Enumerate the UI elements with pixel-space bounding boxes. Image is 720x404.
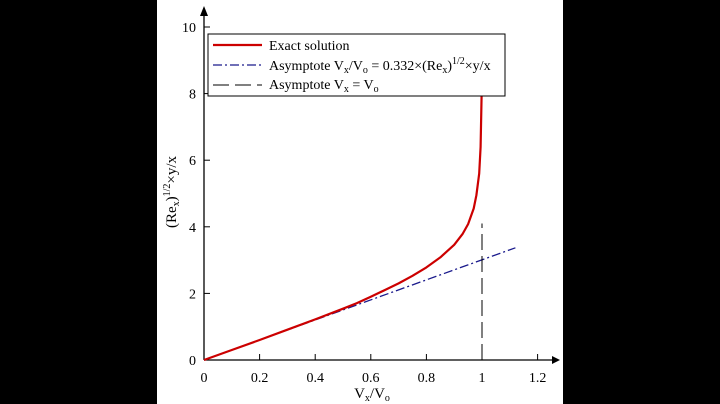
x-tick-label: 0.6 xyxy=(362,371,380,386)
y-tick-label: 6 xyxy=(189,154,196,169)
legend-label-exact: Exact solution xyxy=(269,39,350,54)
x-axis-label: Vx/Vo xyxy=(354,386,390,404)
series-layer xyxy=(203,90,516,362)
y-tick-label: 4 xyxy=(189,221,196,236)
legend: Exact solution Asymptote Vx/Vo = 0.332×(… xyxy=(207,33,506,97)
y-tick-label: 0 xyxy=(189,354,196,369)
x-tick-label: 0.8 xyxy=(418,371,436,386)
x-tick-label: 1.2 xyxy=(529,371,547,386)
y-tick-label: 2 xyxy=(189,287,196,302)
legend-label-asymptote-vertical: Asymptote Vx = Vo xyxy=(269,78,379,95)
y-axis-arrow-icon xyxy=(200,6,208,16)
x-tick-label: 0.2 xyxy=(251,371,269,386)
series-exact-solution xyxy=(203,90,483,362)
y-tick-label: 10 xyxy=(182,21,196,36)
y-tick-label: 8 xyxy=(189,88,196,103)
x-axis-arrow-icon xyxy=(552,356,560,364)
x-tick-label: 0.4 xyxy=(306,371,324,386)
x-tick-label: 1 xyxy=(479,371,486,386)
y-ticks: 0 2 4 6 8 10 xyxy=(182,21,210,369)
x-ticks: 0 0.2 0.4 0.6 0.8 1 1.2 xyxy=(201,354,547,386)
axes xyxy=(200,6,560,364)
legend-label-asymptote-linear: Asymptote Vx/Vo = 0.332×(Rex)1/2×y/x xyxy=(269,56,491,76)
x-tick-label: 0 xyxy=(201,371,208,386)
y-axis-label: (Rex)1/2×y/x xyxy=(162,155,182,228)
